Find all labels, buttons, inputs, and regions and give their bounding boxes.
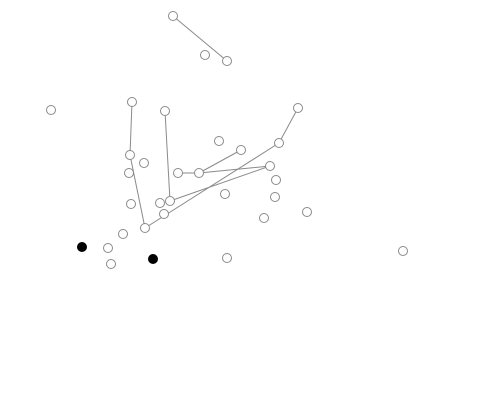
graph-node[interactable] (168, 11, 178, 21)
graph-edge (164, 110, 171, 202)
graph-edge (278, 107, 299, 144)
graph-node[interactable] (173, 168, 183, 178)
nodes-layer (46, 11, 408, 269)
graph-node[interactable] (259, 213, 269, 223)
graph-node[interactable] (160, 106, 170, 116)
graph-node[interactable] (222, 253, 232, 263)
graph-node[interactable] (103, 243, 113, 253)
graph-node[interactable] (214, 136, 224, 146)
graph-edge (129, 154, 146, 229)
graph-node[interactable] (118, 229, 128, 239)
graph-node[interactable] (271, 175, 281, 185)
graph-node[interactable] (274, 138, 284, 148)
graph-node[interactable] (139, 158, 149, 168)
graph-node-selected[interactable] (148, 254, 158, 264)
graph-edge (198, 149, 242, 174)
graph-node[interactable] (155, 198, 165, 208)
graph-node[interactable] (265, 161, 275, 171)
graph-node[interactable] (236, 145, 246, 155)
graph-node[interactable] (46, 105, 56, 115)
graph-edge (169, 165, 271, 202)
graph-node[interactable] (220, 189, 230, 199)
graph-node[interactable] (302, 207, 312, 217)
graph-node[interactable] (127, 97, 137, 107)
graph-node[interactable] (140, 223, 150, 233)
graph-node[interactable] (165, 196, 175, 206)
graph-node[interactable] (124, 168, 134, 178)
graph-node-selected[interactable] (77, 242, 87, 252)
graph-node[interactable] (293, 103, 303, 113)
graph-node[interactable] (159, 209, 169, 219)
graph-edge (129, 101, 133, 156)
graph-node[interactable] (200, 50, 210, 60)
graph-node[interactable] (270, 192, 280, 202)
graph-edge (198, 165, 271, 174)
graph-edge (172, 15, 228, 62)
graph-node[interactable] (222, 56, 232, 66)
graph-node[interactable] (126, 199, 136, 209)
graph-node[interactable] (125, 150, 135, 160)
graph-node[interactable] (398, 246, 408, 256)
graph-node[interactable] (194, 168, 204, 178)
graph-node[interactable] (106, 259, 116, 269)
